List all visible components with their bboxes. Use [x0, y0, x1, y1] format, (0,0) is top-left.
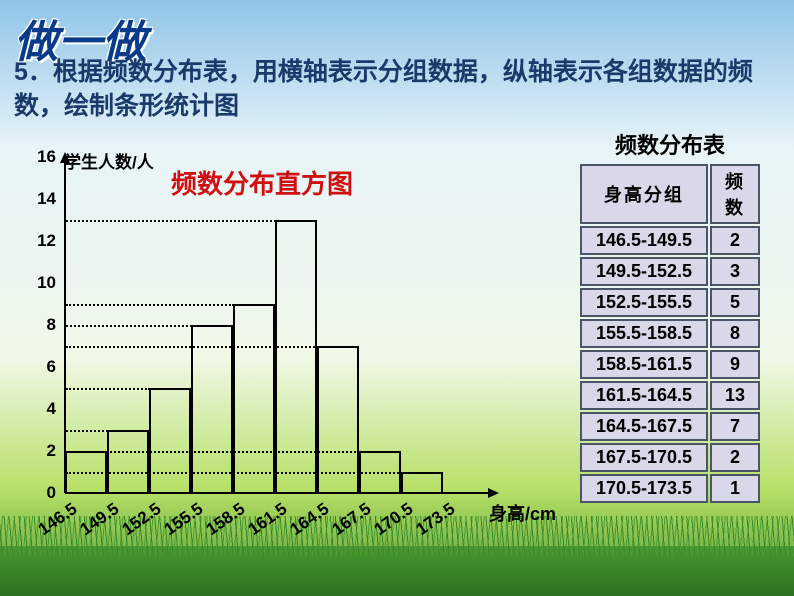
- table-row: 161.5-164.513: [580, 381, 760, 410]
- table-header-row: 身高分组 频数: [580, 164, 760, 224]
- y-tick: 6: [34, 357, 56, 377]
- table-row: 146.5-149.52: [580, 226, 760, 255]
- guide-line: [66, 451, 360, 453]
- frequency-table-wrap: 频数分布表 身高分组 频数 146.5-149.52149.5-152.5315…: [578, 128, 762, 505]
- y-tick: 10: [34, 273, 56, 293]
- y-tick: 12: [34, 231, 56, 251]
- histogram-bar: [317, 346, 359, 493]
- table-cell: 2: [710, 443, 760, 472]
- guide-line: [66, 304, 234, 306]
- y-tick: 8: [34, 315, 56, 335]
- histogram-bar: [401, 472, 443, 493]
- histogram-bar: [233, 304, 275, 493]
- frequency-table: 身高分组 频数 146.5-149.52149.5-152.53152.5-15…: [578, 162, 762, 505]
- guide-line: [66, 220, 276, 222]
- table-cell: 3: [710, 257, 760, 286]
- table-cell: 164.5-167.5: [580, 412, 708, 441]
- guide-line: [66, 430, 108, 432]
- table-row: 155.5-158.58: [580, 319, 760, 348]
- histogram-bar: [107, 430, 149, 493]
- table-cell: 5: [710, 288, 760, 317]
- table-header-cell: 身高分组: [580, 164, 708, 224]
- table-cell: 13: [710, 381, 760, 410]
- y-tick: 16: [34, 147, 56, 167]
- table-cell: 152.5-155.5: [580, 288, 708, 317]
- histogram-bar: [149, 388, 191, 493]
- table-row: 164.5-167.57: [580, 412, 760, 441]
- table-cell: 1: [710, 474, 760, 503]
- table-header-cell: 频数: [710, 164, 760, 224]
- table-row: 158.5-161.59: [580, 350, 760, 379]
- histogram-chart: 学生人数/人 频数分布直方图 身高/cm 0246810121416146.51…: [36, 150, 536, 540]
- table-cell: 161.5-164.5: [580, 381, 708, 410]
- table-cell: 9: [710, 350, 760, 379]
- guide-line: [66, 325, 192, 327]
- histogram-bar: [191, 325, 233, 493]
- y-tick: 0: [34, 483, 56, 503]
- table-row: 149.5-152.53: [580, 257, 760, 286]
- page-subtitle: 5．根据频数分布表，用横轴表示分组数据，纵轴表示各组数据的频数，绘制条形统计图: [14, 56, 784, 124]
- table-row: 167.5-170.52: [580, 443, 760, 472]
- table-title: 频数分布表: [578, 128, 762, 160]
- table-cell: 2: [710, 226, 760, 255]
- table-cell: 7: [710, 412, 760, 441]
- table-row: 152.5-155.55: [580, 288, 760, 317]
- y-tick: 14: [34, 189, 56, 209]
- table-cell: 170.5-173.5: [580, 474, 708, 503]
- table-cell: 167.5-170.5: [580, 443, 708, 472]
- table-cell: 155.5-158.5: [580, 319, 708, 348]
- table-cell: 158.5-161.5: [580, 350, 708, 379]
- y-tick: 2: [34, 441, 56, 461]
- table-row: 170.5-173.51: [580, 474, 760, 503]
- table-cell: 149.5-152.5: [580, 257, 708, 286]
- grass-decoration: [0, 546, 794, 596]
- table-cell: 146.5-149.5: [580, 226, 708, 255]
- guide-line: [66, 346, 318, 348]
- guide-line: [66, 388, 150, 390]
- table-cell: 8: [710, 319, 760, 348]
- y-tick: 4: [34, 399, 56, 419]
- guide-line: [66, 472, 402, 474]
